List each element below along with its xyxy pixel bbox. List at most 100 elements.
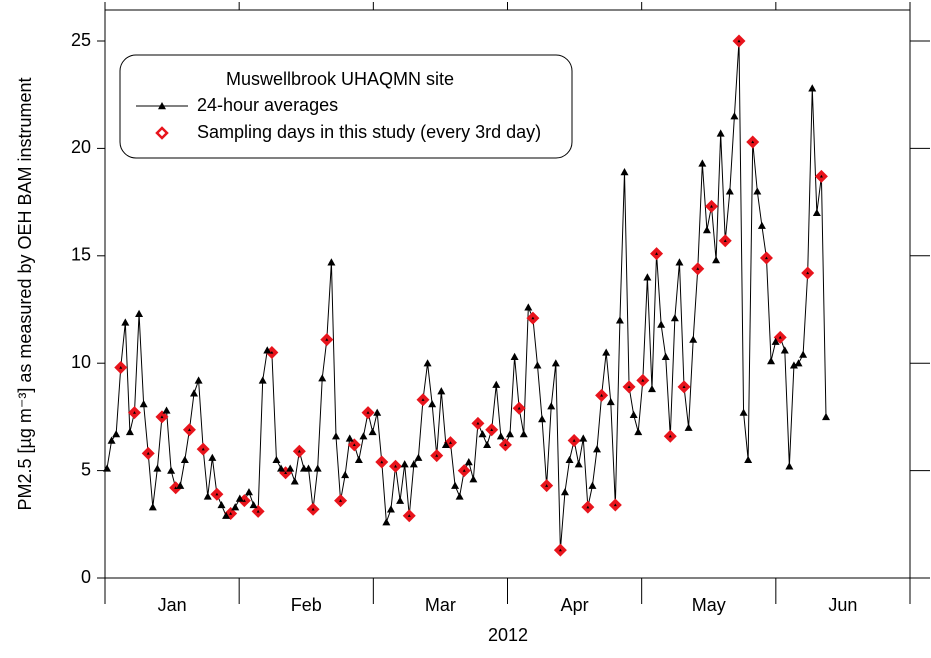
average-marker [368, 427, 377, 436]
average-marker [162, 406, 171, 414]
average-marker [647, 384, 656, 393]
average-marker [272, 455, 281, 464]
average-marker [304, 464, 313, 472]
average-marker [490, 428, 494, 431]
x-tick-label: Jan [158, 595, 187, 615]
average-marker [423, 359, 432, 367]
average-marker [615, 316, 624, 324]
average-marker [723, 239, 727, 242]
average-marker [593, 445, 602, 453]
average-marker [400, 460, 409, 468]
average-marker [730, 112, 739, 120]
average-marker [744, 455, 753, 464]
average-marker [341, 470, 350, 479]
average-marker [684, 423, 693, 431]
average-marker [545, 484, 549, 487]
x-tick-label: Jun [828, 595, 857, 615]
average-marker [325, 338, 329, 341]
average-marker [767, 357, 776, 365]
legend-label: Sampling days in this study (every 3rd d… [197, 122, 541, 142]
average-marker [146, 451, 150, 455]
average-marker [366, 411, 370, 414]
average-marker [297, 449, 301, 453]
average-marker [794, 359, 803, 367]
average-marker [174, 486, 178, 489]
average-marker [103, 464, 111, 472]
average-marker [602, 348, 611, 356]
average-marker [538, 415, 547, 423]
average-marker [643, 273, 652, 281]
average-marker [249, 500, 258, 509]
average-marker [737, 39, 741, 43]
x-tick-label: Mar [425, 595, 456, 615]
y-axis-label: PM2.5 [µg m⁻³] as measured by OEH BAM in… [15, 77, 35, 510]
average-marker [710, 204, 714, 208]
average-marker [533, 361, 542, 369]
average-marker [256, 509, 260, 513]
average-marker [551, 359, 560, 367]
average-marker [586, 505, 590, 509]
average-marker [641, 378, 645, 382]
average-marker [284, 471, 288, 474]
average-marker [160, 415, 164, 419]
average-marker [270, 350, 274, 354]
average-marker [670, 314, 679, 322]
average-marker [139, 400, 148, 408]
average-marker [661, 352, 670, 360]
average-marker [812, 208, 821, 217]
average-marker [780, 346, 789, 354]
average-marker [231, 503, 240, 511]
average-marker [373, 408, 382, 416]
average-marker [799, 350, 808, 358]
average-marker [125, 427, 134, 436]
average-marker [382, 518, 391, 526]
legend-marker [158, 102, 166, 110]
y-tick-label: 20 [71, 137, 91, 157]
average-marker [441, 440, 450, 449]
average-marker [725, 187, 734, 195]
average-marker [819, 174, 823, 178]
average-marker [394, 464, 398, 468]
average-marker [492, 380, 501, 388]
average-marker [201, 447, 205, 451]
average-marker [572, 439, 576, 442]
average-marker [258, 376, 267, 384]
average-marker [396, 496, 405, 504]
average-marker [574, 460, 583, 468]
average-marker [806, 271, 810, 275]
average-marker [771, 337, 780, 345]
legend-label: 24-hour averages [197, 95, 338, 115]
average-marker [462, 469, 466, 472]
average-marker [531, 316, 535, 320]
y-tick-label: 10 [71, 352, 91, 372]
average-marker [524, 303, 533, 311]
average-marker [822, 412, 830, 421]
average-marker [689, 335, 698, 343]
average-marker [107, 436, 116, 444]
average-marker [620, 168, 629, 176]
average-marker [702, 226, 711, 234]
average-marker [547, 402, 556, 410]
average-marker [629, 410, 638, 418]
average-marker [208, 453, 217, 461]
average-marker [352, 443, 356, 447]
legend-box [119, 54, 573, 159]
average-marker [235, 494, 244, 502]
average-marker [190, 389, 199, 397]
average-marker [435, 454, 439, 457]
average-marker [716, 129, 725, 137]
average-marker [194, 376, 203, 384]
average-marker [560, 488, 569, 496]
y-tick-label: 0 [81, 567, 91, 587]
average-marker [808, 84, 817, 92]
average-marker [409, 460, 418, 468]
x-tick-label: Apr [561, 595, 589, 615]
average-marker [318, 374, 327, 382]
average-marker [579, 434, 588, 442]
average-marker [469, 475, 478, 483]
average-marker [203, 492, 212, 500]
average-marker [345, 434, 354, 442]
average-marker [558, 548, 562, 552]
average-marker [277, 464, 286, 472]
